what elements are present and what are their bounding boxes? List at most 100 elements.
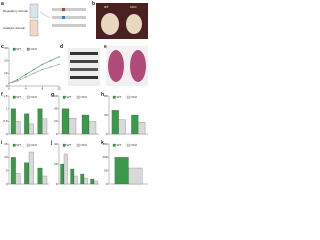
legend-label: CKO: [81, 143, 88, 147]
point: [58, 56, 60, 58]
bar: [128, 167, 143, 185]
slice: [108, 50, 124, 82]
legend-label: WT: [117, 95, 122, 99]
gene-map: [52, 8, 86, 11]
y-tick-label: 1: [6, 106, 8, 110]
bar: [28, 123, 34, 135]
y-tick-label: 10: [4, 71, 8, 75]
blot: [68, 48, 100, 86]
point: [49, 66, 52, 68]
legend-label: WT: [17, 95, 22, 99]
point: [41, 68, 44, 71]
bar: [61, 108, 70, 135]
gene-map: [52, 16, 86, 19]
y-tick-label: 80: [104, 94, 108, 98]
panel-label: g: [51, 92, 54, 98]
x-tick-label: 4: [25, 86, 27, 90]
bar: [73, 175, 78, 185]
y-tick-label: 5: [6, 168, 8, 172]
legend-swatch: [112, 143, 116, 147]
brain: [126, 14, 142, 34]
bar: [93, 180, 98, 185]
legend-label: CKO: [131, 143, 138, 147]
y-tick-label: 60: [54, 94, 58, 98]
band: [70, 76, 98, 79]
bar: [15, 121, 21, 135]
panel-label: b: [92, 1, 95, 7]
point: [16, 78, 19, 81]
y-tick-label: 50: [104, 168, 108, 172]
domain-label: Catalytic domain: [3, 26, 26, 30]
y-tick-label: 40: [54, 142, 58, 146]
y-tick-label: 0: [106, 132, 108, 136]
point: [8, 82, 10, 85]
panel-label: j: [50, 140, 53, 146]
legend-swatch: [12, 95, 16, 99]
legend-swatch: [12, 143, 16, 147]
y-tick-label: 40: [54, 106, 58, 110]
legend-label: CKO: [31, 95, 38, 99]
gene-map: [52, 24, 86, 27]
bar: [111, 110, 119, 135]
diagram: Regulatory domain Catalytic domain: [3, 3, 86, 37]
legend-swatch: [26, 143, 30, 147]
connector: [39, 11, 51, 19]
y-tick-label: 0: [56, 182, 58, 186]
bar: [81, 114, 90, 135]
bar: [37, 167, 43, 185]
exon: [62, 16, 65, 19]
x-tick-label: 12: [57, 86, 61, 90]
panel-label: a: [1, 1, 4, 7]
panel-label: e: [104, 44, 107, 50]
legend-swatch: [112, 95, 116, 99]
legend-label: WT: [17, 143, 22, 147]
point: [24, 76, 27, 78]
domain-box: [29, 19, 39, 37]
panel-label: c: [1, 44, 4, 50]
legend-label: WT: [67, 95, 72, 99]
bar: [70, 168, 75, 185]
bar: [42, 175, 48, 185]
legend-swatch: [12, 47, 16, 51]
bar: [24, 113, 30, 135]
legend-swatch: [62, 95, 66, 99]
x-tick-label: 0: [8, 86, 10, 90]
domain-box: [29, 3, 39, 19]
legend-swatch: [126, 143, 130, 147]
brain: [101, 13, 119, 35]
y-tick-label: 1.5: [3, 94, 8, 98]
legend-label: CKO: [31, 143, 38, 147]
legend-swatch: [26, 47, 30, 51]
y-tick-label: 10: [4, 155, 8, 159]
band: [70, 60, 98, 63]
legend-label: CKO: [31, 47, 38, 51]
point: [24, 73, 27, 76]
exon: [62, 8, 65, 11]
bar: [138, 122, 146, 135]
bar: [118, 119, 126, 135]
bar: [10, 108, 16, 135]
legend-label: WT: [17, 47, 22, 51]
legend-label: WT: [117, 143, 122, 147]
y-tick-label: 150: [102, 142, 107, 146]
bar: [131, 114, 139, 135]
bar: [37, 108, 43, 135]
y-tick-label: 20: [54, 162, 58, 166]
bar: [60, 163, 65, 185]
photo-label: WT: [104, 5, 109, 9]
bar: [24, 162, 30, 185]
legend-swatch: [62, 143, 66, 147]
bar: [10, 157, 16, 185]
y-tick-label: 15: [4, 142, 8, 146]
bar: [28, 151, 34, 185]
legend-swatch: [126, 95, 130, 99]
panel-label: d: [60, 44, 63, 50]
y-tick-label: 0.5: [3, 119, 8, 123]
y-tick-label: 0: [56, 132, 58, 136]
panel-label: f: [1, 92, 3, 98]
bar: [42, 118, 48, 135]
domain-label: Regulatory domain: [3, 9, 29, 13]
y-tick-label: 20: [54, 119, 58, 123]
bar: [68, 118, 77, 135]
bar: [63, 153, 68, 185]
